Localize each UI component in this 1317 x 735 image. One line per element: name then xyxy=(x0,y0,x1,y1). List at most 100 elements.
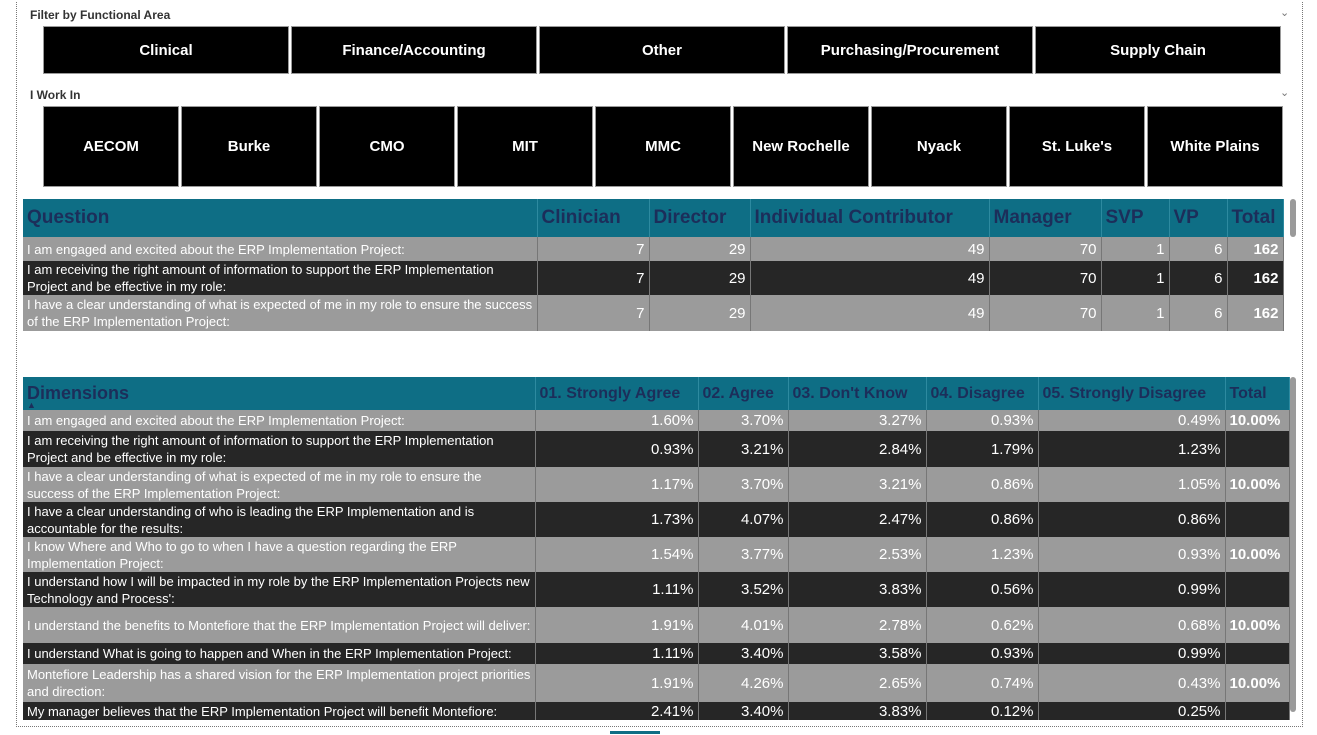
value-cell: 10.00% xyxy=(1225,467,1290,502)
table-row: I am receiving the right amount of infor… xyxy=(23,431,1290,467)
value-cell: 49 xyxy=(750,295,990,331)
table-row: I know Where and Who to go to when I hav… xyxy=(23,537,1290,572)
value-cell xyxy=(1225,431,1290,467)
value-cell: 70 xyxy=(989,237,1102,261)
column-header[interactable]: Director xyxy=(649,199,751,237)
column-header[interactable]: 05. Strongly Disagree xyxy=(1038,377,1226,410)
value-cell: 3.70% xyxy=(698,410,789,431)
work-location-button[interactable]: New Rochelle xyxy=(733,106,869,187)
dimension-cell: I understand how I will be impacted in m… xyxy=(23,572,536,607)
work-location-button[interactable]: White Plains xyxy=(1147,106,1283,187)
value-cell: 0.93% xyxy=(926,643,1039,664)
table-row: I understand What is going to happen and… xyxy=(23,643,1290,664)
value-cell: 0.93% xyxy=(535,431,699,467)
value-cell: 29 xyxy=(649,295,751,331)
functional-area-button[interactable]: Clinical xyxy=(43,26,289,74)
value-cell: 70 xyxy=(989,261,1102,295)
value-cell: 1.73% xyxy=(535,502,699,537)
column-header[interactable]: Dimensions ▲ xyxy=(23,377,536,410)
value-cell: 6 xyxy=(1169,295,1228,331)
column-header[interactable]: Total xyxy=(1227,199,1284,237)
sort-ascending-icon: ▲ xyxy=(27,400,36,410)
value-cell xyxy=(1225,572,1290,607)
work-location-slicer-label: I Work In xyxy=(30,88,81,102)
value-cell: 0.86% xyxy=(926,467,1039,502)
work-location-button[interactable]: St. Luke's xyxy=(1009,106,1145,187)
value-cell: 0.86% xyxy=(1038,502,1226,537)
value-cell: 49 xyxy=(750,237,990,261)
page-indicator xyxy=(610,731,660,734)
value-cell: 10.00% xyxy=(1225,664,1290,702)
functional-area-button[interactable]: Other xyxy=(539,26,785,74)
value-cell: 0.12% xyxy=(926,702,1039,720)
work-location-button[interactable]: Burke xyxy=(181,106,317,187)
value-cell: 0.43% xyxy=(1038,664,1226,702)
dimension-cell: I am receiving the right amount of infor… xyxy=(23,431,536,467)
table1-scrollbar[interactable] xyxy=(1290,199,1296,237)
column-header[interactable]: 03. Don't Know xyxy=(788,377,927,410)
value-cell: 0.86% xyxy=(926,502,1039,537)
value-cell: 3.77% xyxy=(698,537,789,572)
value-cell: 2.65% xyxy=(788,664,927,702)
value-cell: 1.23% xyxy=(1038,431,1226,467)
value-cell: 0.68% xyxy=(1038,607,1226,643)
work-location-button[interactable]: MMC xyxy=(595,106,731,187)
work-location-button[interactable]: CMO xyxy=(319,106,455,187)
value-cell: 3.70% xyxy=(698,467,789,502)
dimension-cell: Montefiore Leadership has a shared visio… xyxy=(23,664,536,702)
value-cell: 4.26% xyxy=(698,664,789,702)
column-header[interactable]: Individual Contributor xyxy=(750,199,990,237)
functional-area-button[interactable]: Purchasing/Procurement xyxy=(787,26,1033,74)
value-cell: 2.41% xyxy=(535,702,699,720)
table-row: I am engaged and excited about the ERP I… xyxy=(23,410,1290,431)
value-cell: 3.58% xyxy=(788,643,927,664)
value-cell: 0.49% xyxy=(1038,410,1226,431)
column-header[interactable]: Total xyxy=(1225,377,1290,410)
value-cell: 1.11% xyxy=(535,643,699,664)
value-cell: 4.01% xyxy=(698,607,789,643)
column-header[interactable]: 04. Disagree xyxy=(926,377,1039,410)
column-header[interactable]: Question xyxy=(23,199,538,237)
work-location-slicer: AECOM Burke CMO MIT MMC New Rochelle Nyack St. … xyxy=(43,106,1283,187)
work-location-button[interactable]: AECOM xyxy=(43,106,179,187)
value-cell: 10.00% xyxy=(1225,537,1290,572)
column-header[interactable]: Clinician xyxy=(537,199,650,237)
column-header[interactable]: Manager xyxy=(989,199,1102,237)
value-cell: 2.53% xyxy=(788,537,927,572)
table-row: I understand how I will be impacted in m… xyxy=(23,572,1290,607)
functional-area-slicer-label: Filter by Functional Area xyxy=(30,8,171,22)
table-row: My manager believes that the ERP Impleme… xyxy=(23,702,1290,720)
column-header[interactable]: 01. Strongly Agree xyxy=(535,377,699,410)
value-cell: 162 xyxy=(1227,261,1284,295)
work-location-button[interactable]: MIT xyxy=(457,106,593,187)
value-cell: 3.40% xyxy=(698,643,789,664)
role-count-table: Question Clinician Director Individual Cont… xyxy=(23,199,1284,331)
chevron-down-icon[interactable]: ⌄ xyxy=(1280,87,1290,99)
value-cell: 29 xyxy=(649,261,751,295)
functional-area-button[interactable]: Finance/Accounting xyxy=(291,26,537,74)
value-cell: 2.84% xyxy=(788,431,927,467)
value-cell: 0.93% xyxy=(926,410,1039,431)
value-cell: 7 xyxy=(537,295,650,331)
value-cell: 3.52% xyxy=(698,572,789,607)
value-cell: 3.27% xyxy=(788,410,927,431)
column-header[interactable]: VP xyxy=(1169,199,1228,237)
value-cell: 70 xyxy=(989,295,1102,331)
value-cell: 2.47% xyxy=(788,502,927,537)
functional-area-button[interactable]: Supply Chain xyxy=(1035,26,1281,74)
table2-scrollbar[interactable] xyxy=(1290,377,1296,712)
value-cell: 49 xyxy=(750,261,990,295)
value-cell: 10.00% xyxy=(1225,410,1290,431)
chevron-down-icon[interactable]: ⌄ xyxy=(1280,7,1290,19)
value-cell: 1.91% xyxy=(535,607,699,643)
work-location-button[interactable]: Nyack xyxy=(871,106,1007,187)
value-cell: 1 xyxy=(1101,237,1170,261)
question-cell: I have a clear understanding of what is … xyxy=(23,295,538,331)
column-header[interactable]: SVP xyxy=(1101,199,1170,237)
column-header-label: Dimensions xyxy=(27,383,130,403)
value-cell: 1 xyxy=(1101,261,1170,295)
column-header[interactable]: 02. Agree xyxy=(698,377,789,410)
value-cell: 1.11% xyxy=(535,572,699,607)
value-cell: 3.21% xyxy=(788,467,927,502)
dimension-cell: I have a clear understanding of who is l… xyxy=(23,502,536,537)
